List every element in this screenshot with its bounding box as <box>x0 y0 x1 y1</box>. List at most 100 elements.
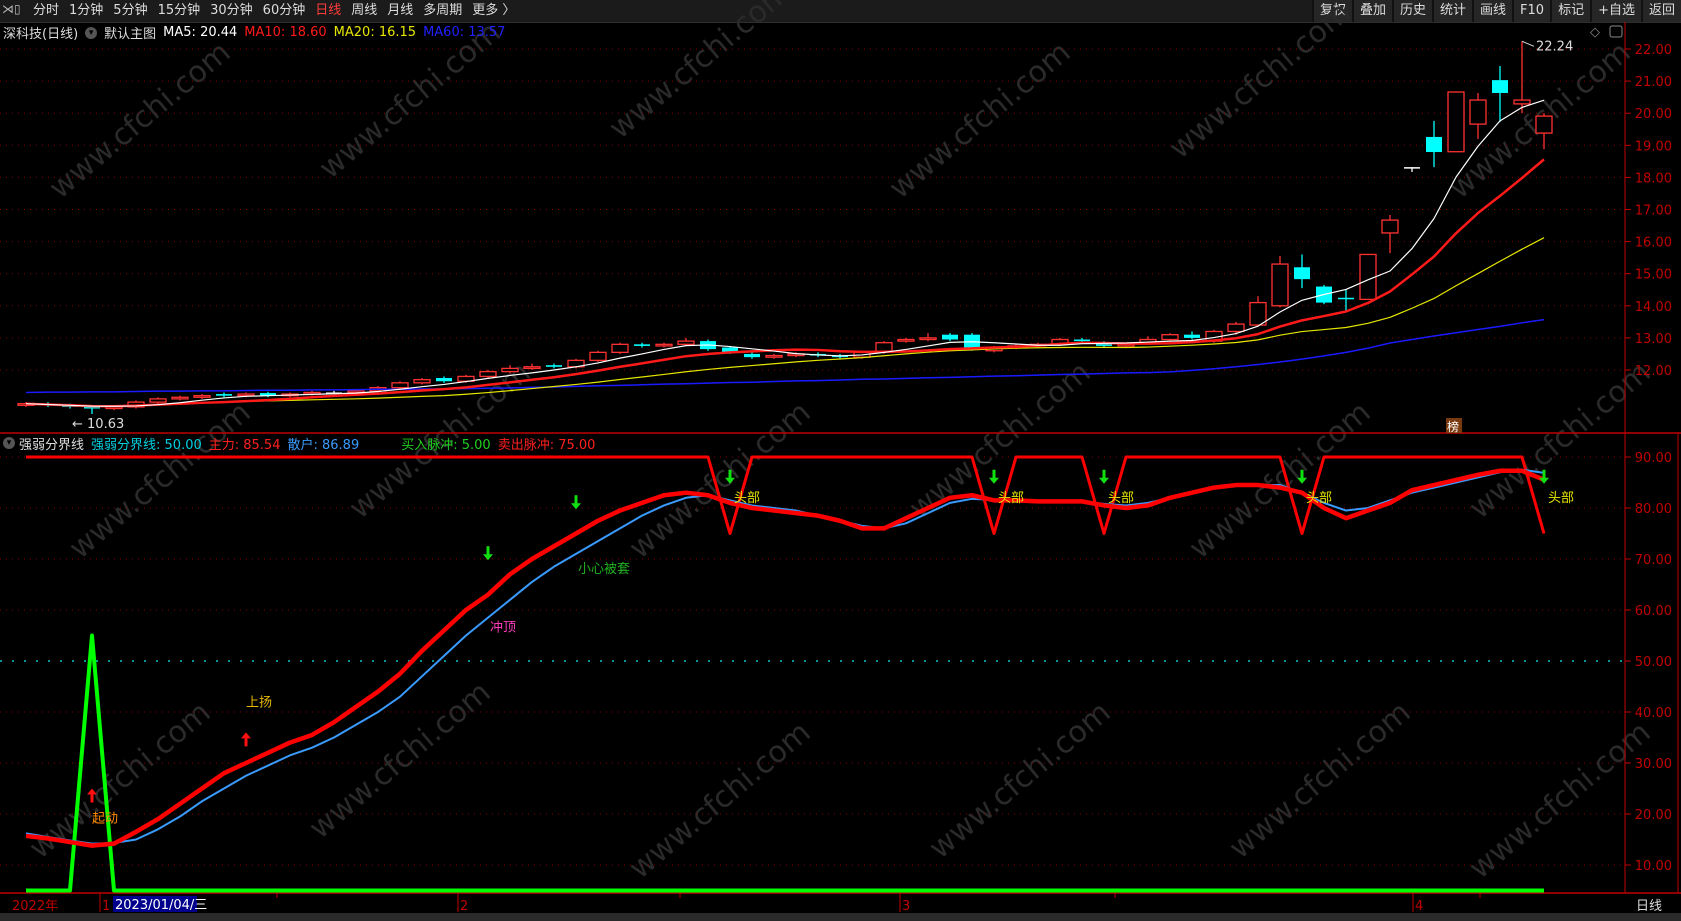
period-tab[interactable]: 分时 <box>33 3 60 18</box>
down-arrow-icon <box>1297 469 1307 484</box>
signal-label: 起动 <box>92 812 118 827</box>
ranking-badge-label: 榜 <box>1447 419 1459 434</box>
toolbar-button[interactable]: 标记 <box>1550 0 1591 22</box>
candle-body-up <box>171 396 189 400</box>
down-arrow-icon <box>1539 469 1549 484</box>
candle-body-up <box>479 370 497 378</box>
down-arrow-icon <box>989 469 999 484</box>
toolbar-button[interactable]: 叠加 <box>1351 0 1392 22</box>
period-tab[interactable]: 日线 <box>315 3 342 18</box>
candle-body-up <box>391 382 409 389</box>
candle-body-up <box>1535 115 1553 134</box>
down-arrow-icon <box>725 469 735 484</box>
watermark-text: www.cfchi.com <box>1463 715 1658 886</box>
stock-title: 深科技(日线) <box>3 27 79 42</box>
panel-toggle-icon <box>1609 25 1623 38</box>
x-axis-year-label: 2022年 <box>12 899 58 914</box>
period-tab[interactable]: 月线 <box>387 3 414 18</box>
toolbar-button[interactable]: F10 <box>1512 0 1551 22</box>
candle-body-up <box>1161 334 1179 341</box>
buy-pulse-value: 买入脉冲: 5.00 <box>401 437 491 453</box>
watermark-text: www.cfchi.com <box>1163 0 1358 166</box>
main-chart-header: 深科技(日线) ▾ 默认主图 MA5: 20.44 MA10: 18.60 MA… <box>0 23 512 42</box>
indicator-name[interactable]: 强弱分界线 <box>19 437 85 453</box>
indicator-tick-label: 70.00 <box>1635 553 1672 568</box>
candle-body-down <box>216 394 232 396</box>
period-tab[interactable]: 60分钟 <box>262 3 306 18</box>
down-arrow-icon <box>483 546 493 561</box>
toolbar-button[interactable]: 复权 <box>1311 0 1352 22</box>
period-tab[interactable]: 1分钟 <box>69 3 104 18</box>
candle-body-down <box>1096 342 1112 346</box>
price-tick-label: 19.00 <box>1635 139 1672 154</box>
candle-body-down <box>1074 339 1090 342</box>
candle-body-down <box>260 393 276 396</box>
template-selector[interactable]: 默认主图 <box>104 27 157 42</box>
main-force-value: 主力: 85.54 <box>208 437 281 453</box>
ma20-value: MA20: 16.15 <box>333 25 417 40</box>
price-tick-label: 21.00 <box>1635 75 1672 90</box>
candle-body-up <box>677 340 695 345</box>
period-tab[interactable]: 周线 <box>351 3 378 18</box>
period-tab[interactable]: 30分钟 <box>210 3 253 18</box>
watermark-text: www.cfchi.com <box>623 715 818 886</box>
candle-body-down <box>1184 334 1200 338</box>
indicator-tick-label: 50.00 <box>1635 655 1672 670</box>
indicator-tick-label: 90.00 <box>1635 451 1672 466</box>
chevron-down-icon[interactable]: ▾ <box>3 437 15 449</box>
toolbar-button[interactable]: 返回 <box>1640 0 1681 22</box>
watermark-text: www.cfchi.com <box>1223 695 1418 866</box>
candle-body-down <box>1338 297 1354 300</box>
candle-body-up <box>413 378 431 384</box>
cursor-date-label: 2023/01/04/三 <box>115 898 207 913</box>
period-tabs: 分时 1分钟 5分钟 15分钟 30分钟 60分钟 日线 周线 月线 多周期 更多 〉 <box>28 0 520 22</box>
period-tab[interactable]: 15分钟 <box>157 3 201 18</box>
toolbar-button[interactable]: 统计 <box>1432 0 1473 22</box>
candle-body-down <box>744 353 760 358</box>
watermark-text: www.cfchi.com <box>923 695 1118 866</box>
signal-label: 小心被套 <box>578 561 630 577</box>
watermark-text: www.cfchi.com <box>43 35 238 206</box>
price-tick-label: 20.00 <box>1635 107 1672 122</box>
toolbar-button[interactable]: +自选 <box>1590 0 1641 22</box>
top-toolbar: ⋊▯ 分时 1分钟 5分钟 15分钟 30分钟 60分钟 日线 周线 月线 多周期 更多 〉 复权叠… <box>0 0 1681 23</box>
watermark-text: www.cfchi.com <box>623 395 818 566</box>
watermark-text: www.cfchi.com <box>883 35 1078 206</box>
ma10-value: MA10: 18.60 <box>244 25 327 40</box>
period-tab[interactable]: 更多 〉 <box>472 3 516 18</box>
horizontal-scrollbar[interactable] <box>0 913 1681 921</box>
toolbar-button[interactable]: 历史 <box>1391 0 1432 22</box>
month-label: 3 <box>902 899 910 914</box>
toolbar-button[interactable]: 画线 <box>1472 0 1513 22</box>
indicator-header: ▾ 强弱分界线 强弱分界线: 50.00 主力: 85.54 散户: 86.89… <box>0 434 602 453</box>
candle-body-up <box>897 338 915 342</box>
candle-body-down <box>722 347 738 353</box>
candle-body-up <box>765 354 783 358</box>
chevron-down-icon[interactable]: ▾ <box>85 26 98 39</box>
ranking-badge <box>1446 418 1462 433</box>
toolbar-buttons: 复权 叠加 历史 统计 画线 F10 标记 +自选 返回 <box>1311 0 1681 22</box>
candle-body-up <box>655 343 673 347</box>
signal-label: 头部 <box>998 491 1024 506</box>
candle-body-up <box>1469 99 1487 125</box>
candle-body-down <box>634 344 650 346</box>
period-tab[interactable]: 多周期 <box>423 3 463 18</box>
ma10-line <box>25 158 1545 408</box>
signal-label: 冲顶 <box>490 620 516 635</box>
ma5-value: MA5: 20.44 <box>163 25 238 40</box>
indicator-tick-label: 60.00 <box>1635 604 1672 619</box>
period-tab[interactable]: 5分钟 <box>113 3 148 18</box>
month-label: 1 <box>102 899 110 914</box>
diamond-icon: ◇ <box>1590 25 1600 40</box>
sell-pulse-value: 卖出脉冲: 75.00 <box>497 437 596 453</box>
candle-body-down <box>546 365 562 367</box>
collapse-panel-icon[interactable]: ⋊▯ <box>2 2 21 16</box>
candle-body-up <box>1249 301 1267 326</box>
candle-body-up <box>501 367 519 373</box>
price-tick-label: 22.00 <box>1635 43 1672 58</box>
sell-pulse-line <box>26 455 1546 535</box>
month-label: 2 <box>460 899 468 914</box>
month-label: 4 <box>1415 899 1423 914</box>
candle-body-down <box>1492 80 1508 93</box>
